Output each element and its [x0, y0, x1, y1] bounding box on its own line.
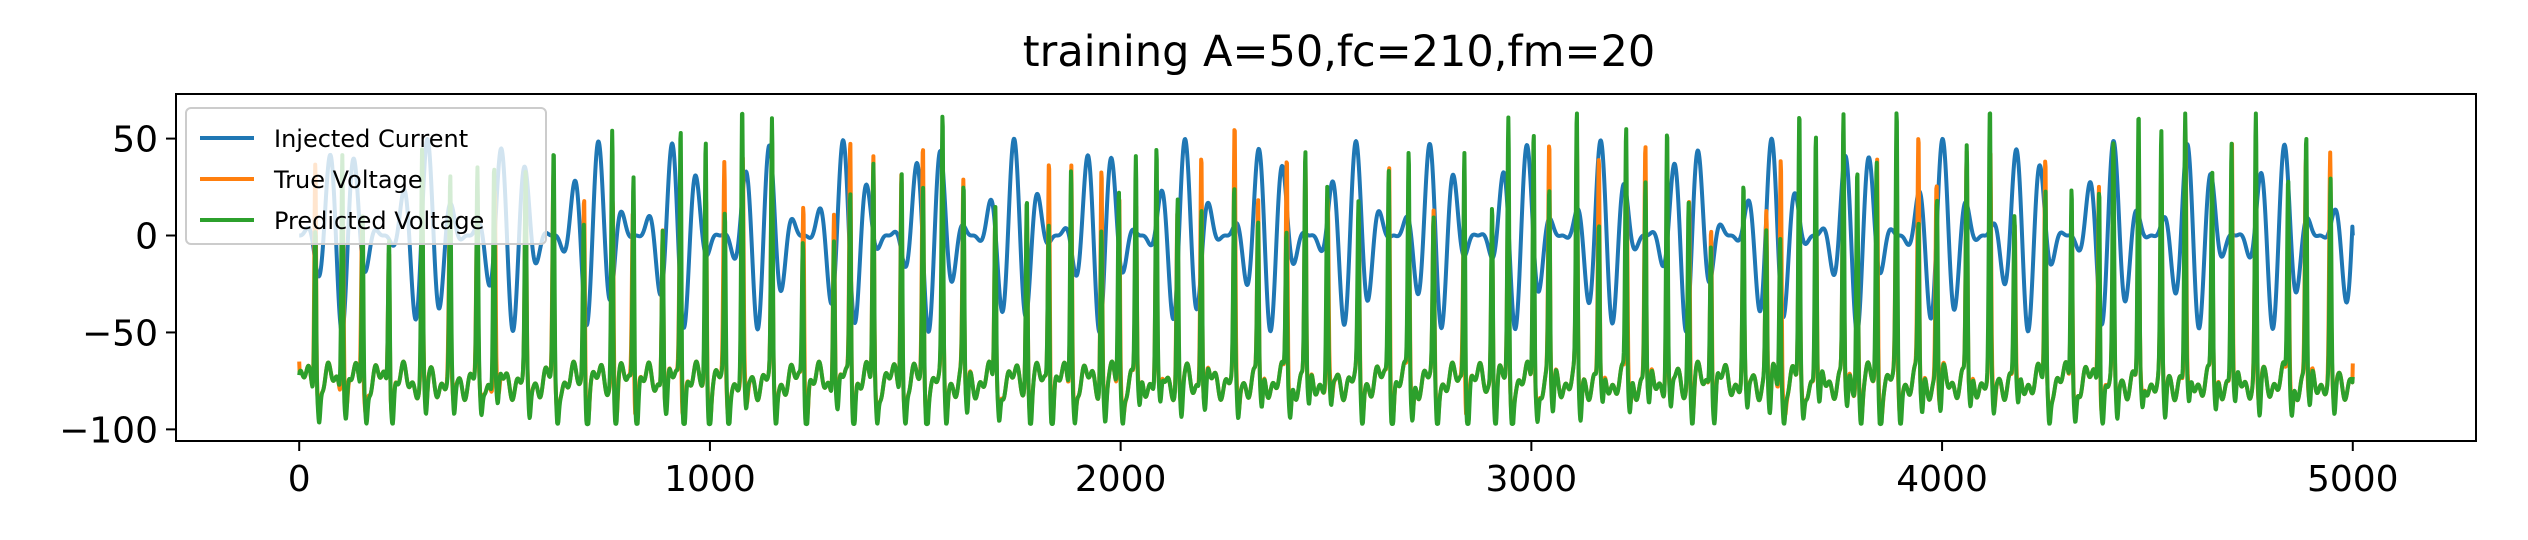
legend-box [185, 107, 547, 245]
y-tick-label: 50 [112, 120, 158, 161]
x-tick-label: 4000 [1896, 459, 1988, 500]
x-tick-label: 5000 [2307, 459, 2399, 500]
chart-title: training A=50,fc=210,fm=20 [1023, 27, 1655, 77]
legend-entry-label: True Voltage [273, 166, 423, 194]
x-tick-label: 2000 [1075, 459, 1167, 500]
series-line-predicted-voltage [297, 111, 2355, 427]
y-tick-label: −100 [59, 410, 158, 451]
legend: Injected Current True Voltage Predicted Vo… [185, 107, 547, 245]
legend-entry-label: Injected Current [274, 125, 468, 153]
y-tick-label: −50 [82, 313, 158, 354]
series-layer [297, 111, 2355, 427]
plot-frame [175, 93, 2477, 442]
legend-entry-label: Predicted Voltage [274, 207, 484, 235]
x-axis: 0 1000 2000 3000 4000 5000 [288, 441, 2399, 500]
x-tick-label: 0 [288, 459, 311, 500]
x-tick-label: 3000 [1486, 459, 1578, 500]
x-tick-label: 1000 [664, 459, 756, 500]
y-tick-label: 0 [135, 217, 158, 258]
y-axis: −100 −50 0 50 [59, 120, 176, 451]
